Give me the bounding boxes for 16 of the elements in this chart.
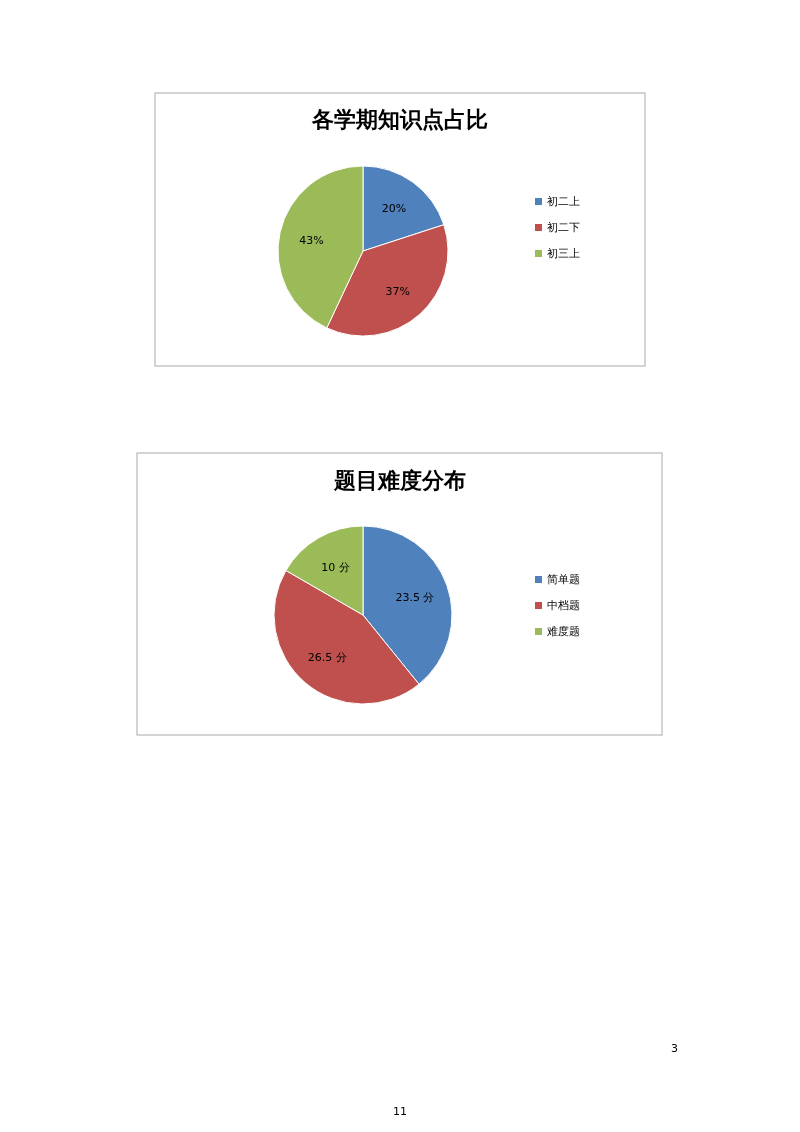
legend-label: 中档题: [547, 599, 580, 612]
data-label: 20%: [381, 202, 407, 216]
legend-label: 简单题: [547, 573, 580, 586]
chart-title: 各学期知识点占比: [311, 107, 488, 132]
legend-label: 难度题: [547, 625, 580, 638]
chart-title: 题目难度分布: [333, 468, 466, 493]
data-label: 37%: [385, 284, 411, 298]
legend-label: 初三上: [547, 247, 580, 260]
data-label: 43%: [299, 233, 324, 247]
text: 11: [393, 1105, 407, 1118]
legend-label: 初二下: [547, 221, 580, 234]
text: 3: [671, 1042, 678, 1055]
data-label: 26.5 分: [307, 650, 347, 664]
data-label: 23.5 分: [395, 590, 435, 604]
data-label: 10 分: [321, 561, 350, 575]
legend-label: 初二上: [547, 195, 580, 208]
